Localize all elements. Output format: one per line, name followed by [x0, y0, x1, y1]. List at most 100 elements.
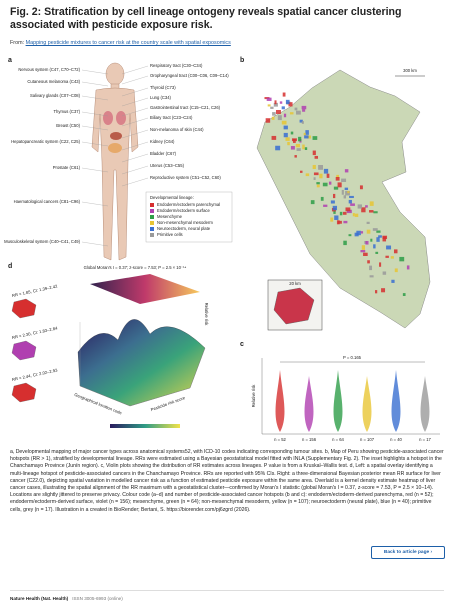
source-prefix: From:: [10, 40, 26, 46]
body-label: Haematological cancers (C81–C96): [14, 199, 81, 204]
hotspot: [330, 217, 334, 222]
hotspot: [343, 195, 347, 199]
hotspot: [316, 184, 320, 188]
leader-line: [121, 153, 149, 163]
body-label: Prostate (C61): [53, 165, 81, 170]
hotspot: [347, 191, 350, 194]
body-illustration: [91, 62, 139, 261]
hotspot: [275, 145, 281, 151]
hotspot: [386, 245, 392, 250]
hotspot: [304, 135, 309, 139]
hotspot: [406, 265, 410, 270]
hotspot: [335, 177, 340, 181]
hotspot: [279, 101, 283, 104]
hotspot: [373, 244, 376, 249]
hotspot: [390, 256, 394, 259]
hotspot: [293, 139, 296, 143]
body-label: Salivary glands (C07–C08): [30, 93, 81, 98]
hotspot: [318, 164, 324, 170]
hotspot: [361, 207, 366, 213]
colour-bar: [110, 424, 180, 428]
leader-line: [81, 125, 109, 131]
hotspot: [323, 204, 328, 207]
hotspot: [376, 237, 380, 242]
hotspot: [333, 210, 336, 214]
leader-line: [121, 165, 149, 175]
violin: [304, 376, 314, 432]
hotspot: [322, 182, 328, 187]
hotspot: [275, 109, 281, 114]
hotspot: [299, 119, 303, 123]
n-label: n = 40: [390, 437, 402, 442]
legend-box: [145, 191, 233, 243]
body-label: Oropharyngeal tract (C00–C06, C09–C14): [150, 73, 229, 78]
surface-title: Global Moran's I = 0.37; z-score = 7.53;…: [84, 265, 187, 270]
leader-line: [81, 167, 109, 173]
hotspot: [366, 229, 371, 234]
hotspot: [289, 112, 294, 115]
hotspot: [365, 205, 368, 208]
legend-swatch: [150, 215, 154, 219]
hotspot: [394, 268, 398, 273]
hotspot: [288, 102, 293, 107]
violin: [362, 376, 372, 432]
legend-title: Developmental lineage:: [150, 195, 194, 200]
rr-surface: [77, 319, 206, 407]
hotspot: [343, 220, 348, 224]
journal-name: Nature Health (Nat. Health): [10, 596, 69, 601]
figure-title: Fig. 2: Stratification by cell lineage o…: [10, 6, 402, 31]
n-label: n = 17: [419, 437, 431, 442]
leader-line: [121, 75, 149, 85]
rr-callout: RR = 1.85, CI: 1.39–2.42: [11, 283, 58, 298]
n-label: n = 107: [360, 437, 375, 442]
body-label: Lung (C34): [150, 95, 172, 100]
hotspot: [301, 121, 304, 124]
hotspot: [332, 205, 338, 211]
hotspot: [290, 131, 294, 135]
hotspot: [369, 275, 374, 278]
legend-label: Endoderm/ectoderm parenchymal: [157, 202, 220, 207]
source-link[interactable]: Mapping pesticide mixtures to cancer ris…: [25, 40, 231, 46]
hotspot: [366, 221, 370, 225]
leader-line: [121, 107, 149, 117]
hotspot: [375, 251, 379, 254]
hotspot: [345, 207, 351, 212]
hotspot: [359, 185, 363, 190]
hotspot: [346, 209, 352, 214]
hotspot: [354, 213, 359, 217]
hotspot: [303, 132, 306, 136]
n-label: n = 64: [332, 437, 344, 442]
hotspot: [283, 132, 288, 138]
hotspot: [369, 201, 374, 206]
footer: Nature Health (Nat. Health) ISSN 3005-699…: [10, 596, 123, 601]
hotspot: [283, 113, 287, 118]
hotspot: [283, 125, 288, 130]
hotspot: [337, 182, 342, 188]
hotspot: [314, 155, 319, 159]
hotspot: [402, 293, 406, 297]
hotspot: [313, 177, 316, 180]
hotspot: [285, 137, 290, 141]
hotspot: [378, 235, 382, 238]
legend-swatch: [150, 221, 154, 225]
hotspot: [361, 245, 366, 250]
hotspot: [341, 178, 347, 183]
scale-label: 300 km: [403, 68, 417, 73]
leader-line: [81, 111, 109, 117]
leader-line: [81, 81, 109, 87]
heatmap-plane: [90, 274, 200, 304]
hotspot: [332, 193, 336, 199]
region-shape: [11, 382, 37, 403]
hotspot: [375, 290, 378, 294]
hotspot: [339, 211, 343, 216]
leader-line: [121, 129, 149, 139]
region-shape: [11, 298, 37, 319]
back-button[interactable]: Back to article page ›: [371, 546, 445, 559]
region-shape: [11, 340, 37, 361]
legend-swatch: [150, 209, 154, 213]
body-label: Kidney (C64): [150, 139, 175, 144]
leader-line: [81, 69, 109, 75]
hotspot: [312, 150, 316, 156]
body-label: Cutaneous melanoma (C43): [27, 79, 80, 84]
